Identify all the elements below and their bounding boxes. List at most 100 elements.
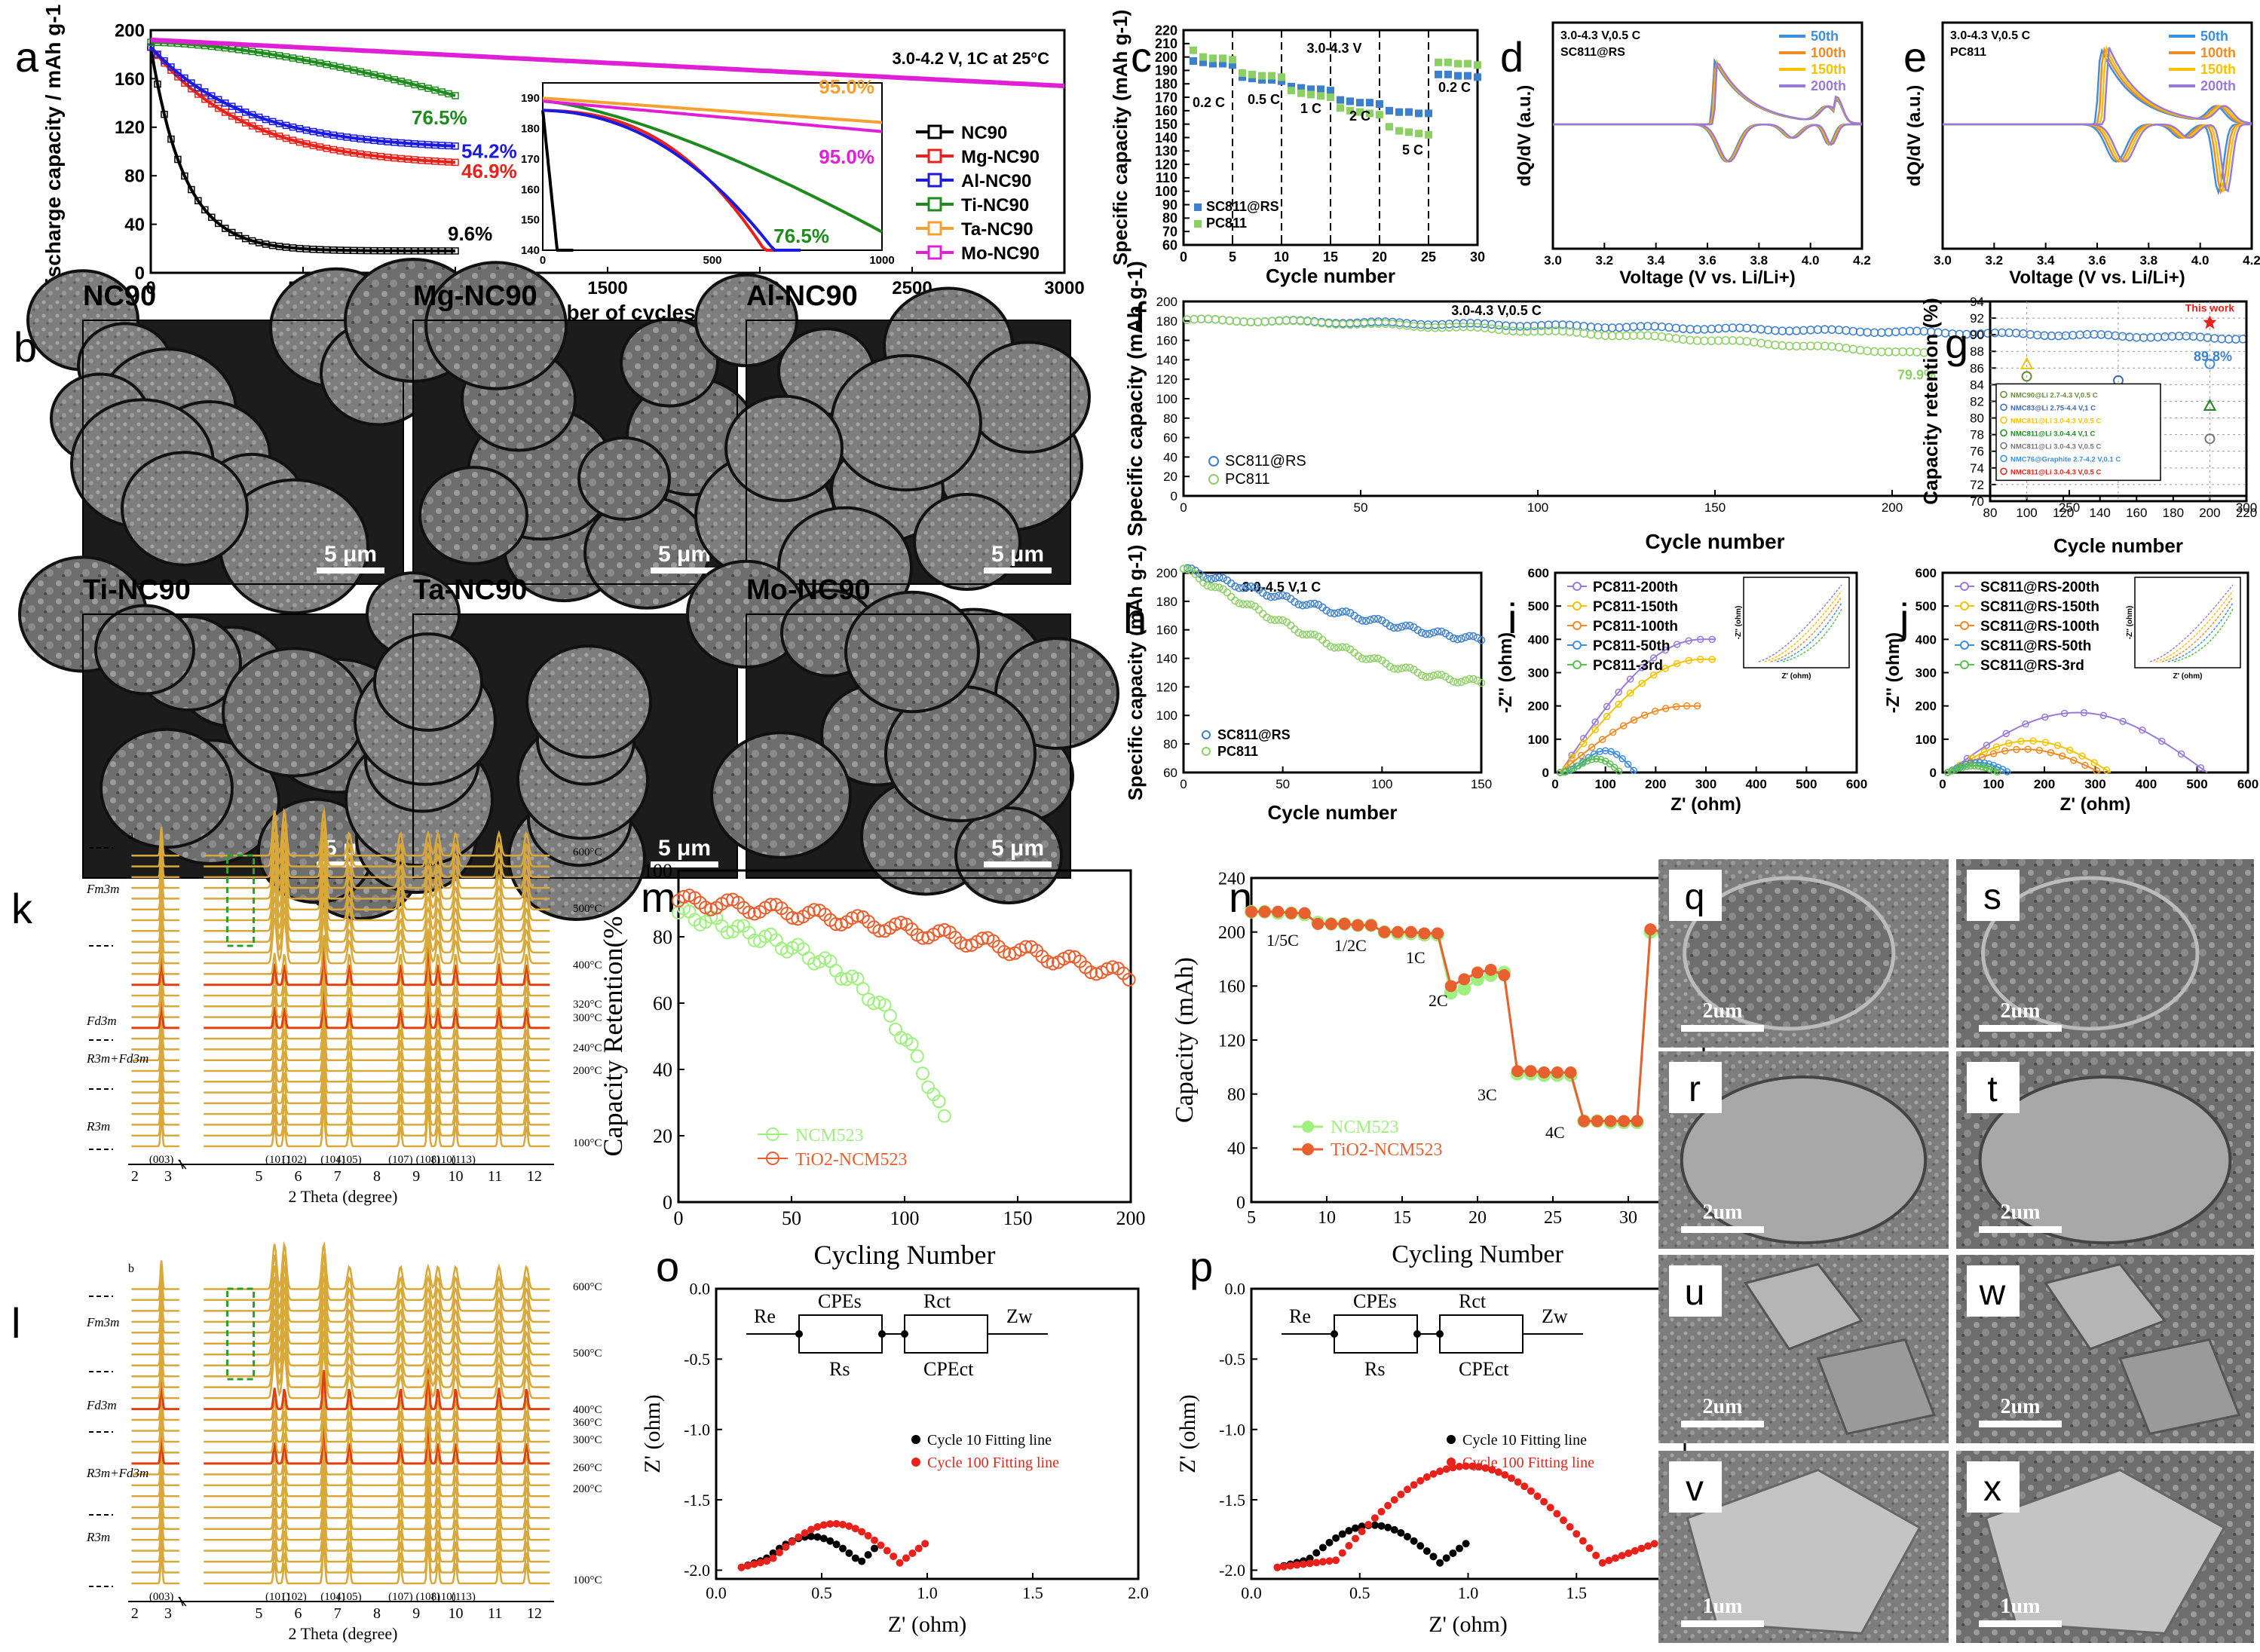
data-point bbox=[1405, 108, 1413, 116]
data-point bbox=[1291, 598, 1299, 606]
data-point bbox=[1356, 99, 1364, 107]
series-TiO2-NCM523 bbox=[672, 889, 1136, 987]
legend-marker bbox=[1960, 601, 1969, 610]
inset-retention-label: 95.0% bbox=[819, 75, 874, 98]
data-point bbox=[1664, 323, 1674, 332]
data-point bbox=[2146, 333, 2155, 342]
inset-series-line bbox=[542, 99, 883, 133]
y-tick-label: -0.5 bbox=[684, 1350, 710, 1369]
xrd-pattern bbox=[131, 1085, 179, 1115]
xrd-pattern bbox=[131, 1304, 179, 1334]
data-point bbox=[864, 1551, 872, 1559]
data-point bbox=[1477, 636, 1486, 644]
x-tick-label: 15 bbox=[1323, 249, 1338, 265]
scale-bar bbox=[1979, 1025, 2062, 1032]
data-point bbox=[1300, 1560, 1307, 1568]
y-tick-label: 90 bbox=[1162, 197, 1177, 213]
scale-bar-label: 2um bbox=[2001, 999, 2041, 1023]
y-axis-label: Z' (ohm) bbox=[640, 1394, 665, 1473]
y-tick-label: 80 bbox=[1162, 211, 1177, 226]
circuit-loop bbox=[798, 1314, 883, 1354]
data-point bbox=[858, 1528, 866, 1536]
data-point bbox=[1615, 767, 1623, 776]
temperature-label: 600°C bbox=[573, 1281, 602, 1293]
data-point bbox=[1404, 1485, 1411, 1494]
y-tick-label: 500 bbox=[1528, 599, 1549, 613]
data-point bbox=[1248, 75, 1256, 83]
data-point bbox=[1465, 632, 1474, 641]
series-line bbox=[1559, 638, 1716, 773]
equivalent-circuit: Re CPEs Rct Zw Rs CPEct bbox=[746, 1290, 1048, 1380]
data-point bbox=[1429, 672, 1438, 680]
data-point bbox=[1258, 905, 1271, 918]
legend-label: SC811@RS bbox=[1225, 453, 1306, 470]
temperature-label: 500°C bbox=[573, 1348, 602, 1360]
y-tick-label: -2.0 bbox=[1219, 1561, 1245, 1580]
data-point bbox=[2032, 330, 2042, 340]
data-point bbox=[1884, 347, 1894, 356]
data-point bbox=[1062, 949, 1076, 963]
data-point bbox=[1462, 1462, 1470, 1470]
data-point bbox=[1251, 583, 1260, 592]
xrd-pattern bbox=[131, 902, 179, 932]
data-point bbox=[1438, 627, 1446, 636]
x-tick-label: 3.4 bbox=[2037, 253, 2055, 268]
y-tick-label: 180 bbox=[1156, 314, 1177, 329]
inset-series-line bbox=[2155, 590, 2234, 662]
data-point bbox=[194, 84, 202, 91]
legend-marker bbox=[1447, 1435, 1456, 1444]
data-point bbox=[201, 206, 209, 214]
x-tick-label: 15 bbox=[1393, 1208, 1411, 1228]
retention-label: 9.6% bbox=[448, 222, 492, 245]
data-point bbox=[1989, 766, 1998, 775]
series-line bbox=[1943, 123, 2252, 194]
series-line bbox=[149, 47, 455, 252]
data-point bbox=[2066, 746, 2074, 754]
sem-image-t: t 2um bbox=[1956, 1051, 2254, 1249]
xrd-pattern bbox=[204, 1541, 550, 1585]
data-point bbox=[1444, 980, 1457, 993]
legend-label: SC811@RS-50th bbox=[1980, 638, 2091, 654]
xrd-pattern bbox=[204, 1339, 550, 1388]
particle bbox=[121, 451, 249, 567]
data-point bbox=[1515, 327, 1525, 336]
xrd-pattern bbox=[204, 807, 550, 857]
xrd-pattern bbox=[204, 1411, 550, 1454]
data-point bbox=[1225, 316, 1234, 326]
scale-bar bbox=[984, 567, 1052, 574]
xrd-pattern bbox=[204, 829, 550, 879]
y-tick-label: 140 bbox=[1156, 652, 1177, 666]
data-point bbox=[1235, 599, 1243, 607]
xrd-pattern bbox=[131, 1402, 179, 1432]
data-point bbox=[2209, 334, 2219, 343]
data-point bbox=[2093, 766, 2100, 775]
phase-label: R3m bbox=[86, 1530, 110, 1544]
data-point bbox=[1564, 1066, 1577, 1078]
equivalent-circuit: Re CPEs Rct Zw Rs CPEct bbox=[1282, 1290, 1583, 1380]
data-point bbox=[1636, 331, 1646, 340]
data-point bbox=[1553, 1510, 1561, 1518]
legend-marker bbox=[2000, 442, 2007, 450]
data-point bbox=[1449, 1549, 1457, 1557]
data-point bbox=[1600, 323, 1610, 332]
sem-image-x: x 1um bbox=[1956, 1451, 2254, 1643]
legend-label: Ta-NC90 bbox=[961, 219, 1034, 240]
data-point bbox=[1187, 564, 1196, 573]
circuit-label: Re bbox=[754, 1305, 776, 1327]
x-tick-label: 50 bbox=[1354, 500, 1368, 515]
x-tick-label: 7 bbox=[334, 1168, 341, 1185]
y-tick-label: 400 bbox=[1915, 632, 1937, 647]
data-point bbox=[1686, 335, 1695, 345]
y-tick-label: 0 bbox=[1930, 766, 1937, 780]
panel-label-s: s bbox=[1983, 877, 2001, 917]
data-point bbox=[1834, 342, 1844, 352]
data-point bbox=[2217, 334, 2226, 344]
data-point bbox=[877, 998, 892, 1012]
data-point bbox=[1389, 623, 1398, 632]
data-point bbox=[1742, 337, 1752, 346]
sem-image-Mo-NC90: 5 μm bbox=[686, 559, 1119, 904]
circuit-label: Zw bbox=[1006, 1305, 1033, 1327]
legend-label: SC811@RS bbox=[1217, 727, 1291, 742]
y-tick-label: 20 bbox=[1163, 470, 1177, 484]
data-point bbox=[215, 104, 222, 112]
